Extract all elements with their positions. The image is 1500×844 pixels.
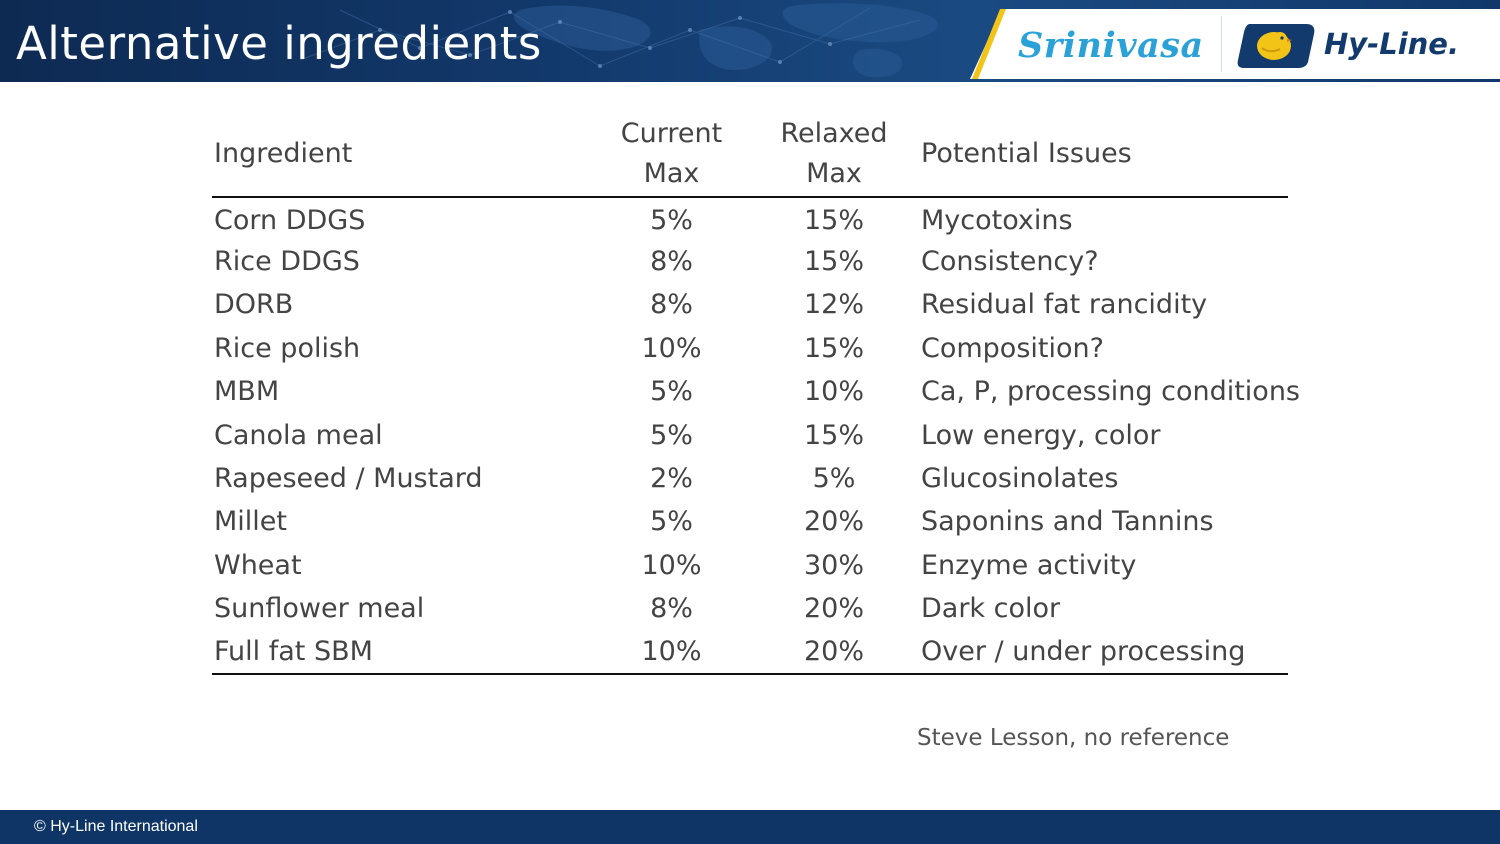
logo-panel — [970, 9, 1500, 79]
cell-ingredient: Rapeseed / Mustard — [214, 463, 483, 495]
cell-ingredient: Corn DDGS — [214, 205, 366, 237]
table-row: Sunflower meal 8% 20% Dark color — [212, 588, 1288, 631]
header-current-max-line1: Current — [620, 118, 723, 149]
ingredients-table: Ingredient Current Max Relaxed Max Poten… — [212, 112, 1301, 676]
cell-current-max: 2% — [650, 463, 693, 495]
table-row: Rapeseed / Mustard 2% 5% Glucosinolates — [212, 457, 1288, 500]
logo-divider — [1221, 16, 1222, 72]
table-row: MBM 5% 10% Ca, P, processing conditions — [212, 371, 1301, 414]
cell-ingredient: Millet — [214, 506, 287, 538]
cell-potential-issues: Ca, P, processing conditions — [921, 376, 1301, 408]
ingredients-table-container: Ingredient Current Max Relaxed Max Poten… — [212, 112, 1301, 676]
header-relaxed-max: Relaxed Max — [749, 112, 919, 198]
cell-current-max: 8% — [650, 246, 693, 278]
cell-ingredient: Canola meal — [214, 419, 383, 451]
hyline-wordmark: Hy-Line. — [1324, 27, 1459, 61]
cell-ingredient: Sunflower meal — [214, 593, 425, 625]
table-row: Rice DDGS 8% 15% Consistency? — [212, 240, 1288, 283]
table-header-row: Ingredient Current Max Relaxed Max Poten… — [212, 112, 1288, 198]
header-ingredient: Ingredient — [212, 112, 594, 198]
copyright-text: © Hy-Line International — [34, 818, 198, 835]
table-row: Full fat SBM 10% 20% Over / under proces… — [212, 630, 1288, 676]
cell-potential-issues: Saponins and Tannins — [921, 506, 1214, 538]
cell-ingredient: DORB — [214, 289, 294, 321]
cell-current-max: 10% — [594, 630, 749, 676]
srinivasa-logo: Srinivasa — [1018, 25, 1204, 66]
cell-relaxed-max: 15% — [803, 246, 864, 278]
cell-current-max: 10% — [641, 549, 702, 581]
table-row: Canola meal 5% 15% Low energy, color — [212, 414, 1288, 457]
cell-potential-issues: Mycotoxins — [921, 205, 1073, 237]
table-row: Rice polish 10% 15% Composition? — [212, 327, 1288, 370]
cell-ingredient: Wheat — [214, 549, 302, 581]
cell-potential-issues: Consistency? — [921, 246, 1099, 278]
cell-relaxed-max: 15% — [803, 332, 864, 364]
cell-potential-issues: Enzyme activity — [921, 549, 1137, 581]
cell-potential-issues: Low energy, color — [921, 419, 1161, 451]
cell-current-max: 5% — [650, 419, 693, 451]
cell-potential-issues: Over / under processing — [919, 630, 1288, 676]
cell-current-max: 5% — [650, 506, 693, 538]
cell-current-max: 8% — [650, 593, 693, 625]
cell-potential-issues: Residual fat rancidity — [921, 289, 1208, 321]
cell-ingredient: MBM — [214, 376, 280, 408]
header-current-max-line2: Max — [643, 158, 700, 189]
cell-relaxed-max: 15% — [803, 205, 864, 237]
cell-potential-issues: Composition? — [921, 332, 1104, 364]
cell-relaxed-max: 20% — [803, 506, 864, 538]
cell-relaxed-max: 15% — [803, 419, 864, 451]
cell-ingredient: Rice polish — [214, 332, 361, 364]
cell-ingredient: Full fat SBM — [212, 630, 594, 676]
header-relaxed-max-line2: Max — [806, 158, 862, 189]
table-row: DORB 8% 12% Residual fat rancidity — [212, 284, 1288, 327]
cell-relaxed-max: 20% — [749, 630, 919, 676]
cell-relaxed-max: 30% — [803, 549, 864, 581]
cell-current-max: 8% — [650, 289, 693, 321]
cell-current-max: 5% — [650, 205, 693, 237]
cell-current-max: 10% — [641, 332, 702, 364]
world-map-network-graphic — [299, 3, 938, 78]
cell-relaxed-max: 10% — [803, 376, 864, 408]
cell-relaxed-max: 5% — [812, 463, 856, 495]
cell-ingredient: Rice DDGS — [214, 246, 360, 278]
slide-footer: © Hy-Line International — [0, 810, 1500, 844]
header-potential-issues: Potential Issues — [919, 112, 1288, 198]
cell-relaxed-max: 20% — [803, 593, 864, 625]
hyline-chick-logo-icon — [1237, 24, 1315, 68]
table-row: Wheat 10% 30% Enzyme activity — [212, 544, 1288, 587]
header-relaxed-max-line1: Relaxed — [780, 118, 888, 149]
cell-potential-issues: Glucosinolates — [921, 463, 1119, 495]
table-row: Corn DDGS 5% 15% Mycotoxins — [212, 197, 1288, 240]
cell-current-max: 5% — [650, 376, 693, 408]
cell-relaxed-max: 12% — [803, 289, 864, 321]
source-citation: Steve Lesson, no reference — [917, 725, 1230, 751]
cell-potential-issues: Dark color — [921, 593, 1061, 625]
header-current-max: Current Max — [594, 112, 749, 198]
slide-title: Alternative ingredients — [16, 17, 542, 70]
table-row: Millet 5% 20% Saponins and Tannins — [212, 501, 1288, 544]
